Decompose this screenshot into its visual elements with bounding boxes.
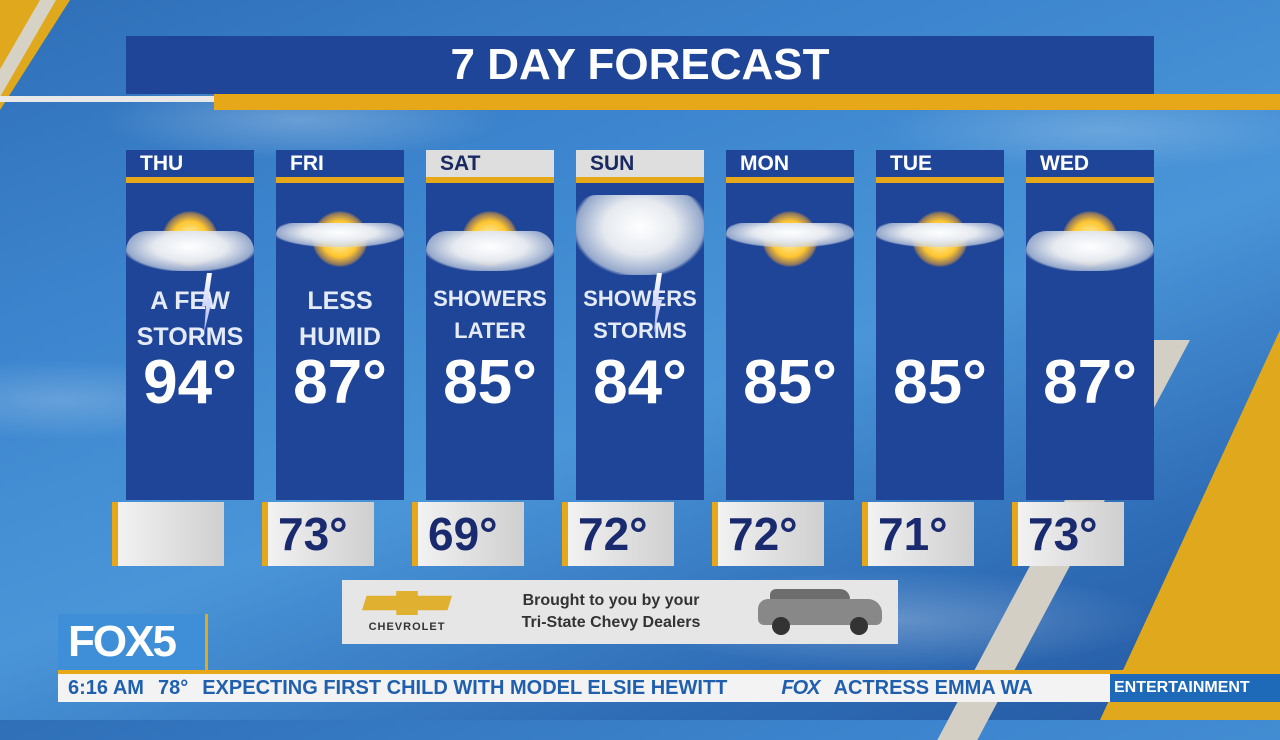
forecast-day-mon: MON 85° — [726, 150, 854, 500]
high-temp: 84° — [593, 348, 687, 417]
forecast-day-tue: TUE 85° — [876, 150, 1004, 500]
condition-line-2: HUMID — [299, 323, 381, 351]
title-underline-white — [0, 96, 214, 102]
day-label: FRI — [290, 152, 324, 175]
day-underline — [726, 177, 854, 183]
partly-cloudy-icon — [1026, 183, 1154, 293]
low-temp — [112, 502, 224, 566]
partly-cloudy-icon — [426, 183, 554, 293]
title-underline — [214, 94, 1280, 110]
sponsor-banner: CHEVROLET Brought to you by your Tri-Sta… — [342, 580, 898, 644]
bowtie-icon — [362, 591, 452, 615]
sun-light-cloud-icon — [876, 183, 1004, 293]
day-underline — [126, 177, 254, 183]
sun-light-cloud-icon — [276, 183, 404, 293]
sponsor-line-2: Tri-State Chevy Dealers — [521, 614, 701, 631]
high-temp: 85° — [893, 348, 987, 417]
condition-line-1: A FEW — [150, 287, 230, 315]
condition-text: LESS HUMID — [276, 253, 404, 353]
day-label: SAT — [426, 150, 554, 177]
high-temp: 94° — [143, 348, 237, 417]
condition-text: A FEW STORMS — [126, 253, 254, 353]
day-label: WED — [1040, 152, 1089, 175]
low-temp: 71° — [862, 502, 974, 566]
day-underline — [426, 177, 554, 183]
condition-line-2: LATER — [454, 318, 526, 343]
day-underline — [276, 177, 404, 183]
forecast-day-sat: SAT SHOWERS LATER 85° — [426, 150, 554, 500]
condition-line-2: STORMS — [136, 323, 244, 351]
condition-text: SHOWERS STORMS — [576, 253, 704, 353]
day-label: SUN — [576, 150, 704, 177]
ticker-time: 6:16 AM — [68, 676, 144, 699]
day-label: MON — [740, 152, 789, 175]
day-label: THU — [140, 152, 184, 175]
sponsor-line-1: Brought to you by your — [522, 592, 700, 609]
high-temp: 85° — [443, 348, 537, 417]
high-temp: 87° — [293, 348, 387, 417]
ticker-category: ENTERTAINMENT — [1110, 670, 1280, 702]
condition-line-1: SHOWERS — [583, 286, 697, 311]
low-temp: 69° — [412, 502, 524, 566]
news-ticker: 6:16 AM 78° EXPECTING FIRST CHILD WITH M… — [58, 670, 1110, 702]
forecast-day-wed: WED 87° — [1026, 150, 1154, 500]
fox5-logo: FOX5 — [58, 614, 208, 670]
condition-line-1: LESS — [307, 287, 373, 315]
sun-cloud-lightning-icon — [126, 183, 254, 333]
condition-text: SHOWERS LATER — [426, 253, 554, 353]
condition-line-1: SHOWERS — [433, 286, 547, 311]
ticker-headline: EXPECTING FIRST CHILD WITH MODEL ELSIE H… — [202, 676, 728, 699]
suv-image — [750, 587, 890, 637]
chevrolet-logo: CHEVROLET — [342, 591, 472, 633]
page-title: 7 DAY FORECAST — [126, 36, 1154, 94]
forecast-day-thu: THU A FEW STORMS 94° — [126, 150, 254, 500]
day-underline — [1026, 177, 1154, 183]
low-temp: 72° — [562, 502, 674, 566]
ticker-headline-next: ACTRESS EMMA WA — [833, 676, 1033, 699]
cloud-lightning-icon — [576, 183, 704, 333]
ticker-temp: 78° — [157, 676, 189, 699]
high-temp: 87° — [1043, 348, 1137, 417]
low-temp: 73° — [1012, 502, 1124, 566]
high-temp: 85° — [743, 348, 837, 417]
day-label: TUE — [890, 152, 932, 175]
brand-name: CHEVROLET — [368, 621, 446, 633]
fox-logo: FOX — [781, 676, 820, 699]
condition-line-2: STORMS — [593, 318, 687, 343]
sponsor-text: Brought to you by your Tri-State Chevy D… — [472, 590, 750, 634]
forecast-day-sun: SUN SHOWERS STORMS 84° — [576, 150, 704, 500]
sun-light-cloud-icon — [726, 183, 854, 293]
day-underline — [876, 177, 1004, 183]
low-temp: 72° — [712, 502, 824, 566]
forecast-day-fri: FRI LESS HUMID 87° — [276, 150, 404, 500]
day-underline — [576, 177, 704, 183]
low-temp: 73° — [262, 502, 374, 566]
